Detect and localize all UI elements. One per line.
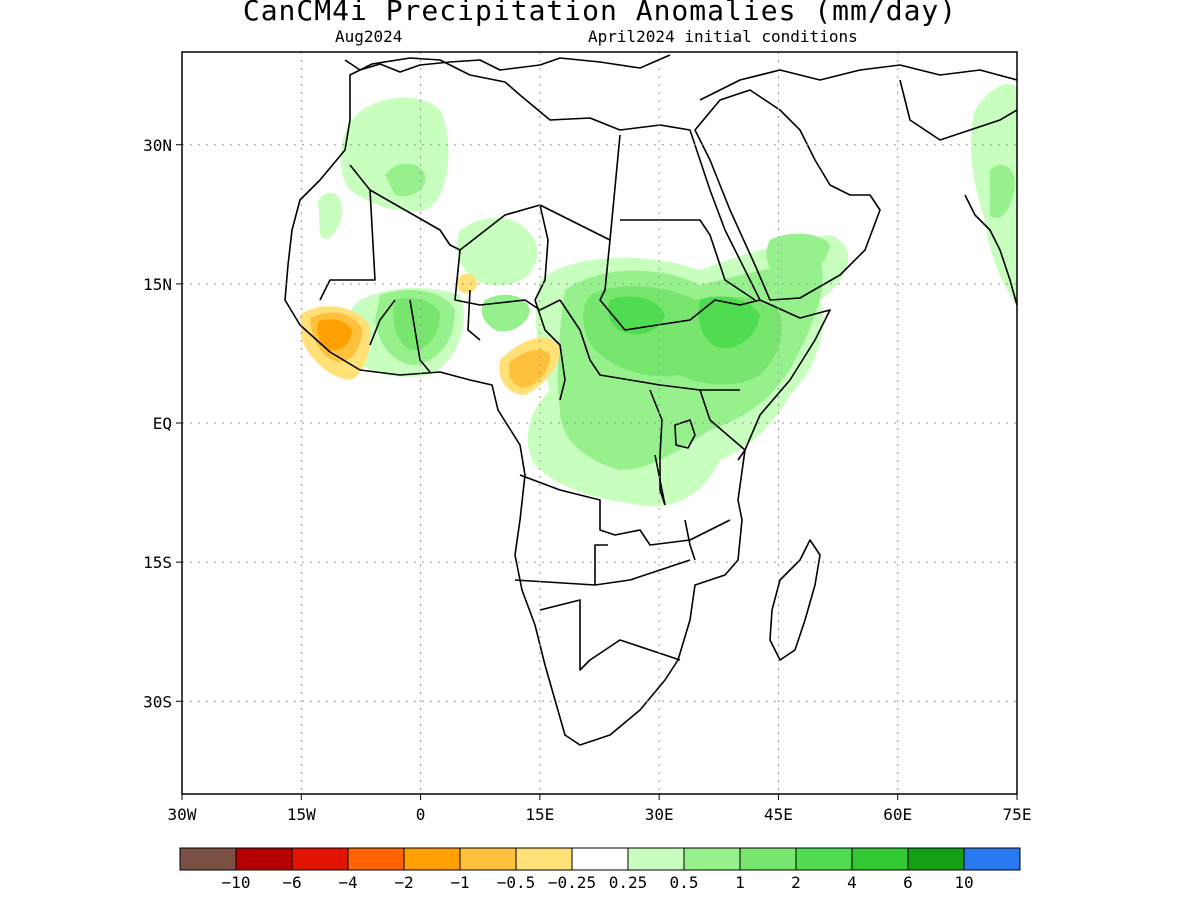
colorbar-swatch [403, 847, 461, 871]
map-grid [182, 52, 1017, 794]
lon-tick-label: 30E [645, 805, 674, 824]
lon-tick-label: 0 [416, 805, 426, 824]
colorbar-label: 1 [735, 873, 745, 892]
anomaly-orange-nigeria [508, 349, 550, 388]
colorbar-swatch [907, 847, 965, 871]
colorbar-label: −6 [282, 873, 301, 892]
colorbar-swatch [683, 847, 741, 871]
madagascar-coastline [769, 539, 821, 661]
colorbar-swatch [627, 847, 685, 871]
country-outlines [284, 54, 1017, 746]
anomaly-green-medium-sahara [385, 163, 426, 197]
anomaly-green-strong-ghana [393, 298, 440, 350]
lon-tick-label: 75E [1003, 805, 1032, 824]
colorbar-label: 0.5 [670, 873, 699, 892]
colorbar-label: −4 [338, 873, 357, 892]
colorbar-label: 0.25 [609, 873, 648, 892]
india-coastline [964, 194, 1017, 306]
colorbar: −10 −6 −4 −2 −1 −0.5 −0.25 0.25 0.5 1 2 4 6 10 [179, 847, 1021, 892]
middle-east-outline [699, 64, 1017, 141]
lon-tick-label: 15W [287, 805, 316, 824]
colorbar-label: 10 [954, 873, 973, 892]
colorbar-label: −2 [394, 873, 413, 892]
colorbar-swatch [851, 847, 909, 871]
colorbar-label: 2 [791, 873, 801, 892]
lat-tick-label: 30S [143, 692, 172, 711]
lat-tick-label: 30N [143, 136, 172, 155]
colorbar-swatch [515, 847, 573, 871]
arabia-coastline [694, 89, 881, 301]
internal-borders [319, 134, 761, 671]
anomaly-green-bright-ethiopia [698, 296, 760, 349]
lon-tick-label: 45E [764, 805, 793, 824]
anomaly-shading [300, 84, 1017, 507]
lon-tick-label: 15E [525, 805, 554, 824]
colorbar-swatch [571, 847, 629, 871]
lat-tick-label: EQ [153, 414, 172, 433]
anomaly-green-light-north-africa [340, 97, 449, 212]
lon-tick-label: 60E [883, 805, 912, 824]
lat-tick-label: 15N [143, 275, 172, 294]
colorbar-label: −0.25 [548, 873, 596, 892]
anomaly-green-light-west-sahara [318, 192, 343, 239]
lake-malawi [684, 519, 696, 561]
lake-victoria [674, 419, 696, 449]
europe-coastline [344, 54, 671, 73]
initial-conditions: April2024 initial conditions [588, 27, 858, 46]
anomaly-yellow-niger [458, 273, 478, 294]
lake-tanganyika [654, 454, 666, 506]
lon-tick-label: 30W [168, 805, 197, 824]
anomaly-green-medium-india [990, 165, 1015, 219]
anomaly-green-light-sahel [456, 217, 538, 286]
colorbar-label: 4 [847, 873, 857, 892]
colorbar-swatch [459, 847, 517, 871]
colorbar-swatch [235, 847, 293, 871]
lat-tick-label: 15S [143, 553, 172, 572]
colorbar-label: −0.5 [497, 873, 536, 892]
map-title: CanCM4i Precipitation Anomalies (mm/day) [242, 0, 958, 27]
colorbar-swatch [739, 847, 797, 871]
forecast-month: Aug2024 [335, 27, 403, 46]
colorbar-swatch [291, 847, 349, 871]
anomaly-deep-orange-guinea [317, 319, 352, 351]
colorbar-swatch [963, 847, 1021, 871]
colorbar-swatch [347, 847, 405, 871]
anomaly-green-medium-arabia [766, 233, 830, 280]
axis-ticks: 30W 15W 0 15E 30E 45E 60E 75E 30N 15N EQ 15S 30S [143, 136, 1031, 824]
colorbar-label: −10 [222, 873, 251, 892]
colorbar-swatch [795, 847, 853, 871]
anomaly-green-bright-south-sudan [608, 296, 665, 335]
colorbar-label: 6 [903, 873, 913, 892]
colorbar-label: −1 [450, 873, 469, 892]
colorbar-swatch [179, 847, 237, 871]
